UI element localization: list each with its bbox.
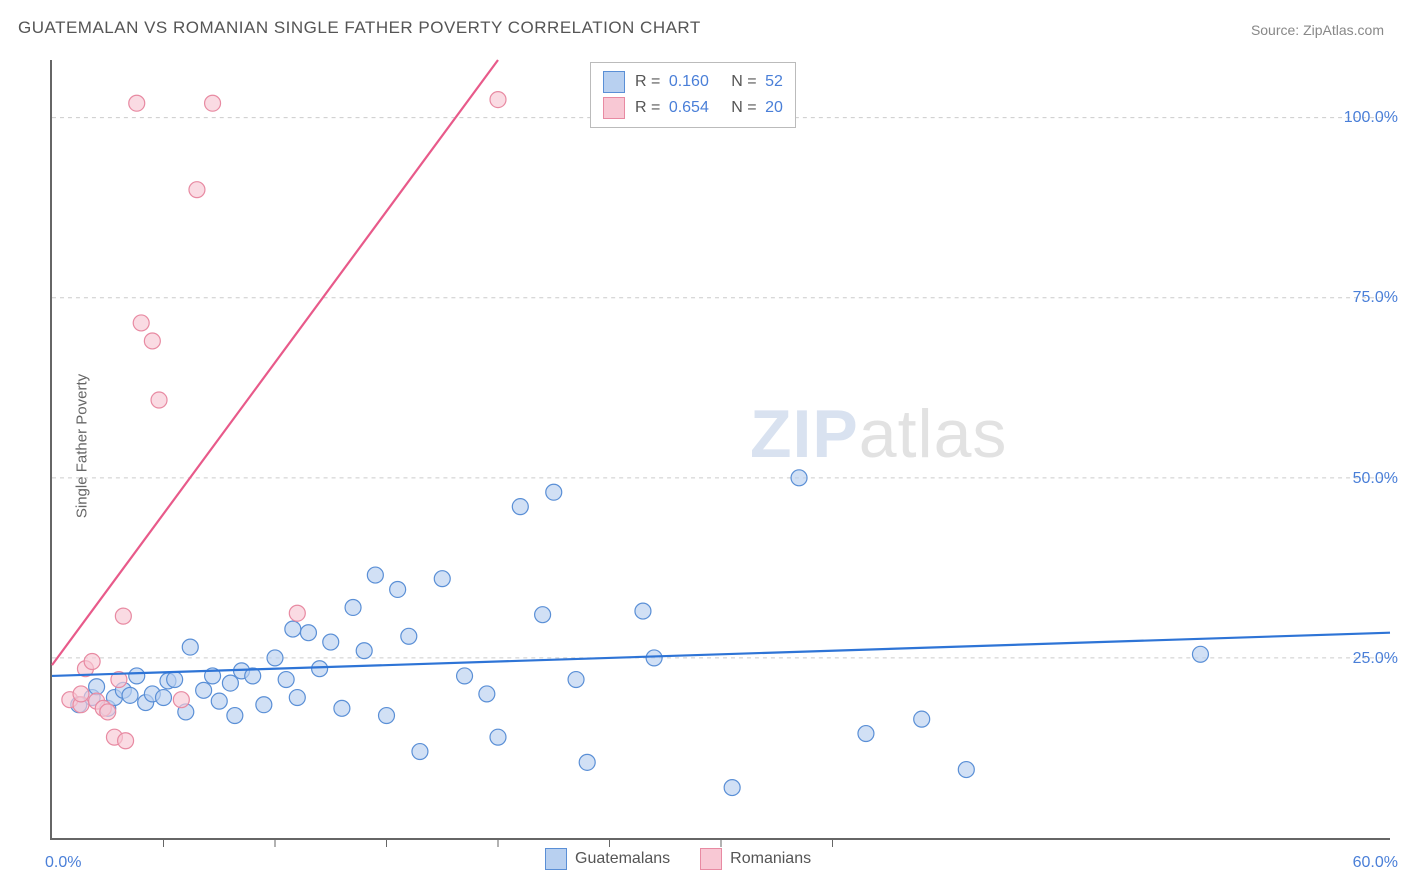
stats-row: R = 0.160 N = 52 bbox=[603, 69, 783, 95]
source-prefix: Source: bbox=[1251, 22, 1303, 38]
series-swatch bbox=[603, 71, 625, 93]
stats-text: R = 0.160 N = 52 bbox=[635, 73, 783, 91]
source-attribution: Source: ZipAtlas.com bbox=[1251, 22, 1384, 38]
stats-row: R = 0.654 N = 20 bbox=[603, 95, 783, 121]
legend-item: Guatemalans bbox=[545, 848, 670, 870]
y-tick-label: 50.0% bbox=[1353, 470, 1398, 488]
legend-label: Romanians bbox=[730, 850, 811, 868]
x-tick-label: 60.0% bbox=[1353, 854, 1398, 872]
y-tick-label: 75.0% bbox=[1353, 289, 1398, 307]
chart-title: GUATEMALAN VS ROMANIAN SINGLE FATHER POV… bbox=[18, 18, 701, 38]
plot-area bbox=[50, 60, 1390, 840]
correlation-stats-box: R = 0.160 N = 52 R = 0.654 N = 20 bbox=[590, 62, 796, 128]
stats-text: R = 0.654 N = 20 bbox=[635, 99, 783, 117]
legend-swatch bbox=[545, 848, 567, 870]
legend-swatch bbox=[700, 848, 722, 870]
source-name: ZipAtlas.com bbox=[1303, 22, 1384, 38]
legend-item: Romanians bbox=[700, 848, 811, 870]
scatter-svg bbox=[52, 60, 1390, 838]
y-tick-label: 25.0% bbox=[1353, 650, 1398, 668]
legend-label: Guatemalans bbox=[575, 850, 670, 868]
series-legend: Guatemalans Romanians bbox=[545, 848, 811, 870]
x-tick-label: 0.0% bbox=[45, 854, 81, 872]
y-tick-label: 100.0% bbox=[1344, 109, 1398, 127]
series-swatch bbox=[603, 97, 625, 119]
